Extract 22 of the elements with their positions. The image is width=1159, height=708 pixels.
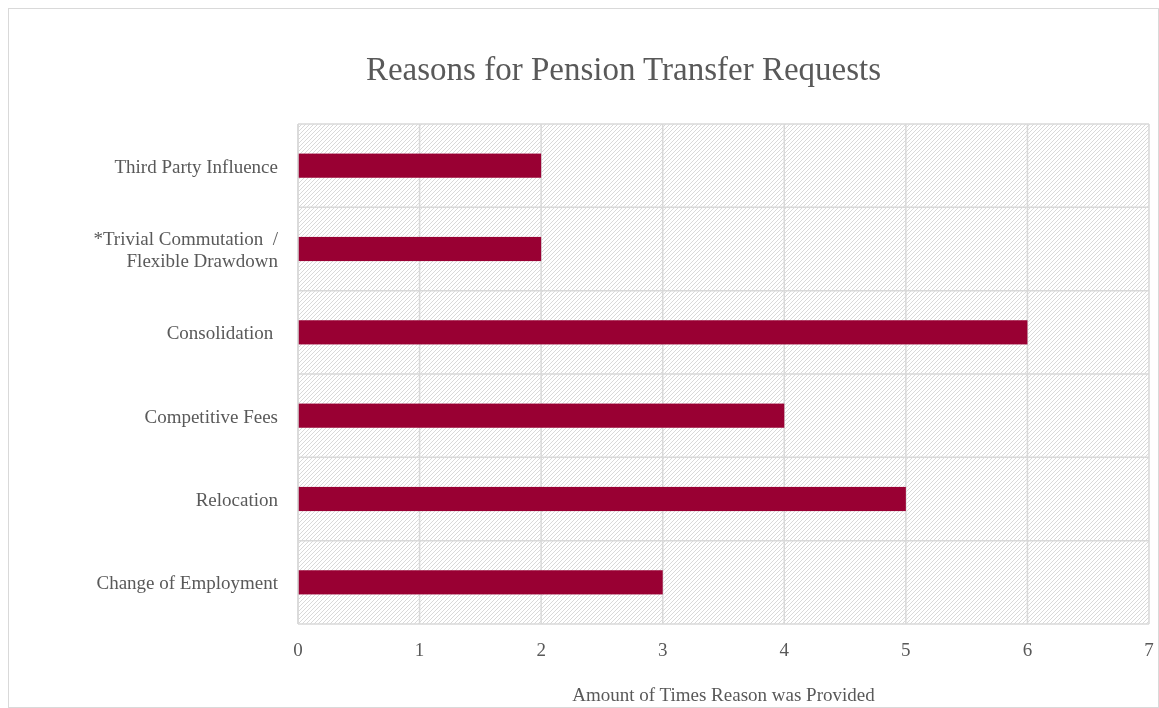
y-tick-label: Third Party Influence — [114, 155, 278, 177]
y-tick-label: Relocation — [195, 489, 279, 510]
bar — [298, 236, 542, 262]
bar — [298, 320, 1028, 345]
x-axis-title: Amount of Times Reason was Provided — [572, 684, 876, 705]
x-tick-label: 7 — [1144, 639, 1154, 660]
bar — [298, 153, 542, 178]
x-tick-label: 5 — [901, 639, 911, 660]
chart-title: Reasons for Pension Transfer Requests — [365, 51, 882, 87]
x-tick-label: 1 — [414, 639, 425, 660]
x-tick-label: 3 — [657, 639, 668, 660]
y-tick-label: Change of Employment — [96, 572, 279, 594]
x-tick-label: 0 — [293, 639, 303, 660]
x-tick-label: 6 — [1022, 639, 1033, 660]
y-tick-label: Consolidation — [166, 322, 278, 344]
bar — [298, 403, 785, 428]
y-tick-label: *Trivial Commutation / Flexible Drawdown — [93, 228, 279, 271]
bar — [298, 570, 663, 595]
x-tick-label: 4 — [779, 639, 790, 660]
y-tick-label: Competitive Fees — [144, 405, 278, 427]
x-tick-label: 2 — [536, 639, 546, 660]
bar — [298, 486, 906, 512]
